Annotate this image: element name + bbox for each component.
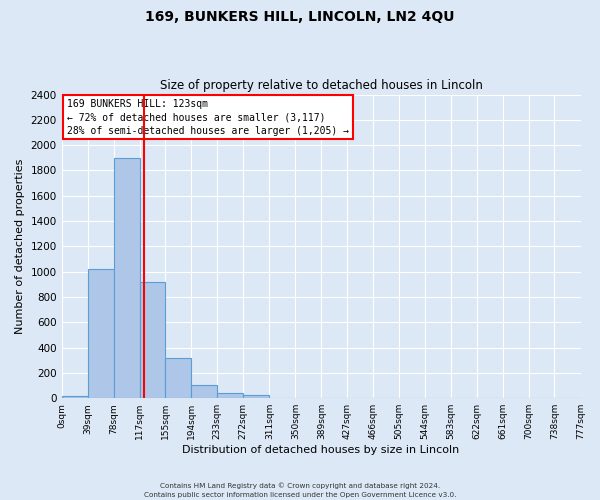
Bar <box>191 385 217 398</box>
X-axis label: Distribution of detached houses by size in Lincoln: Distribution of detached houses by size … <box>182 445 460 455</box>
Text: Contains HM Land Registry data © Crown copyright and database right 2024.: Contains HM Land Registry data © Crown c… <box>160 482 440 489</box>
Bar <box>243 395 269 398</box>
Text: 169, BUNKERS HILL, LINCOLN, LN2 4QU: 169, BUNKERS HILL, LINCOLN, LN2 4QU <box>145 10 455 24</box>
Bar <box>114 158 140 398</box>
Text: 169 BUNKERS HILL: 123sqm
← 72% of detached houses are smaller (3,117)
28% of sem: 169 BUNKERS HILL: 123sqm ← 72% of detach… <box>67 99 349 136</box>
Y-axis label: Number of detached properties: Number of detached properties <box>15 158 25 334</box>
Bar <box>165 358 191 398</box>
Bar <box>140 282 165 398</box>
Title: Size of property relative to detached houses in Lincoln: Size of property relative to detached ho… <box>160 79 482 92</box>
Bar <box>217 392 243 398</box>
Bar <box>62 396 88 398</box>
Text: Contains public sector information licensed under the Open Government Licence v3: Contains public sector information licen… <box>144 492 456 498</box>
Bar <box>88 269 114 398</box>
